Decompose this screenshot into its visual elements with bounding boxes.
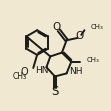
Text: NH: NH [69,67,83,76]
Text: O: O [21,67,29,77]
Text: CH₃: CH₃ [91,24,103,30]
Text: O: O [52,22,61,32]
Text: CH₃: CH₃ [12,72,26,81]
Text: S: S [51,85,59,98]
Text: CH₃: CH₃ [87,57,99,63]
Text: O: O [76,31,84,41]
Text: HN: HN [35,66,49,75]
